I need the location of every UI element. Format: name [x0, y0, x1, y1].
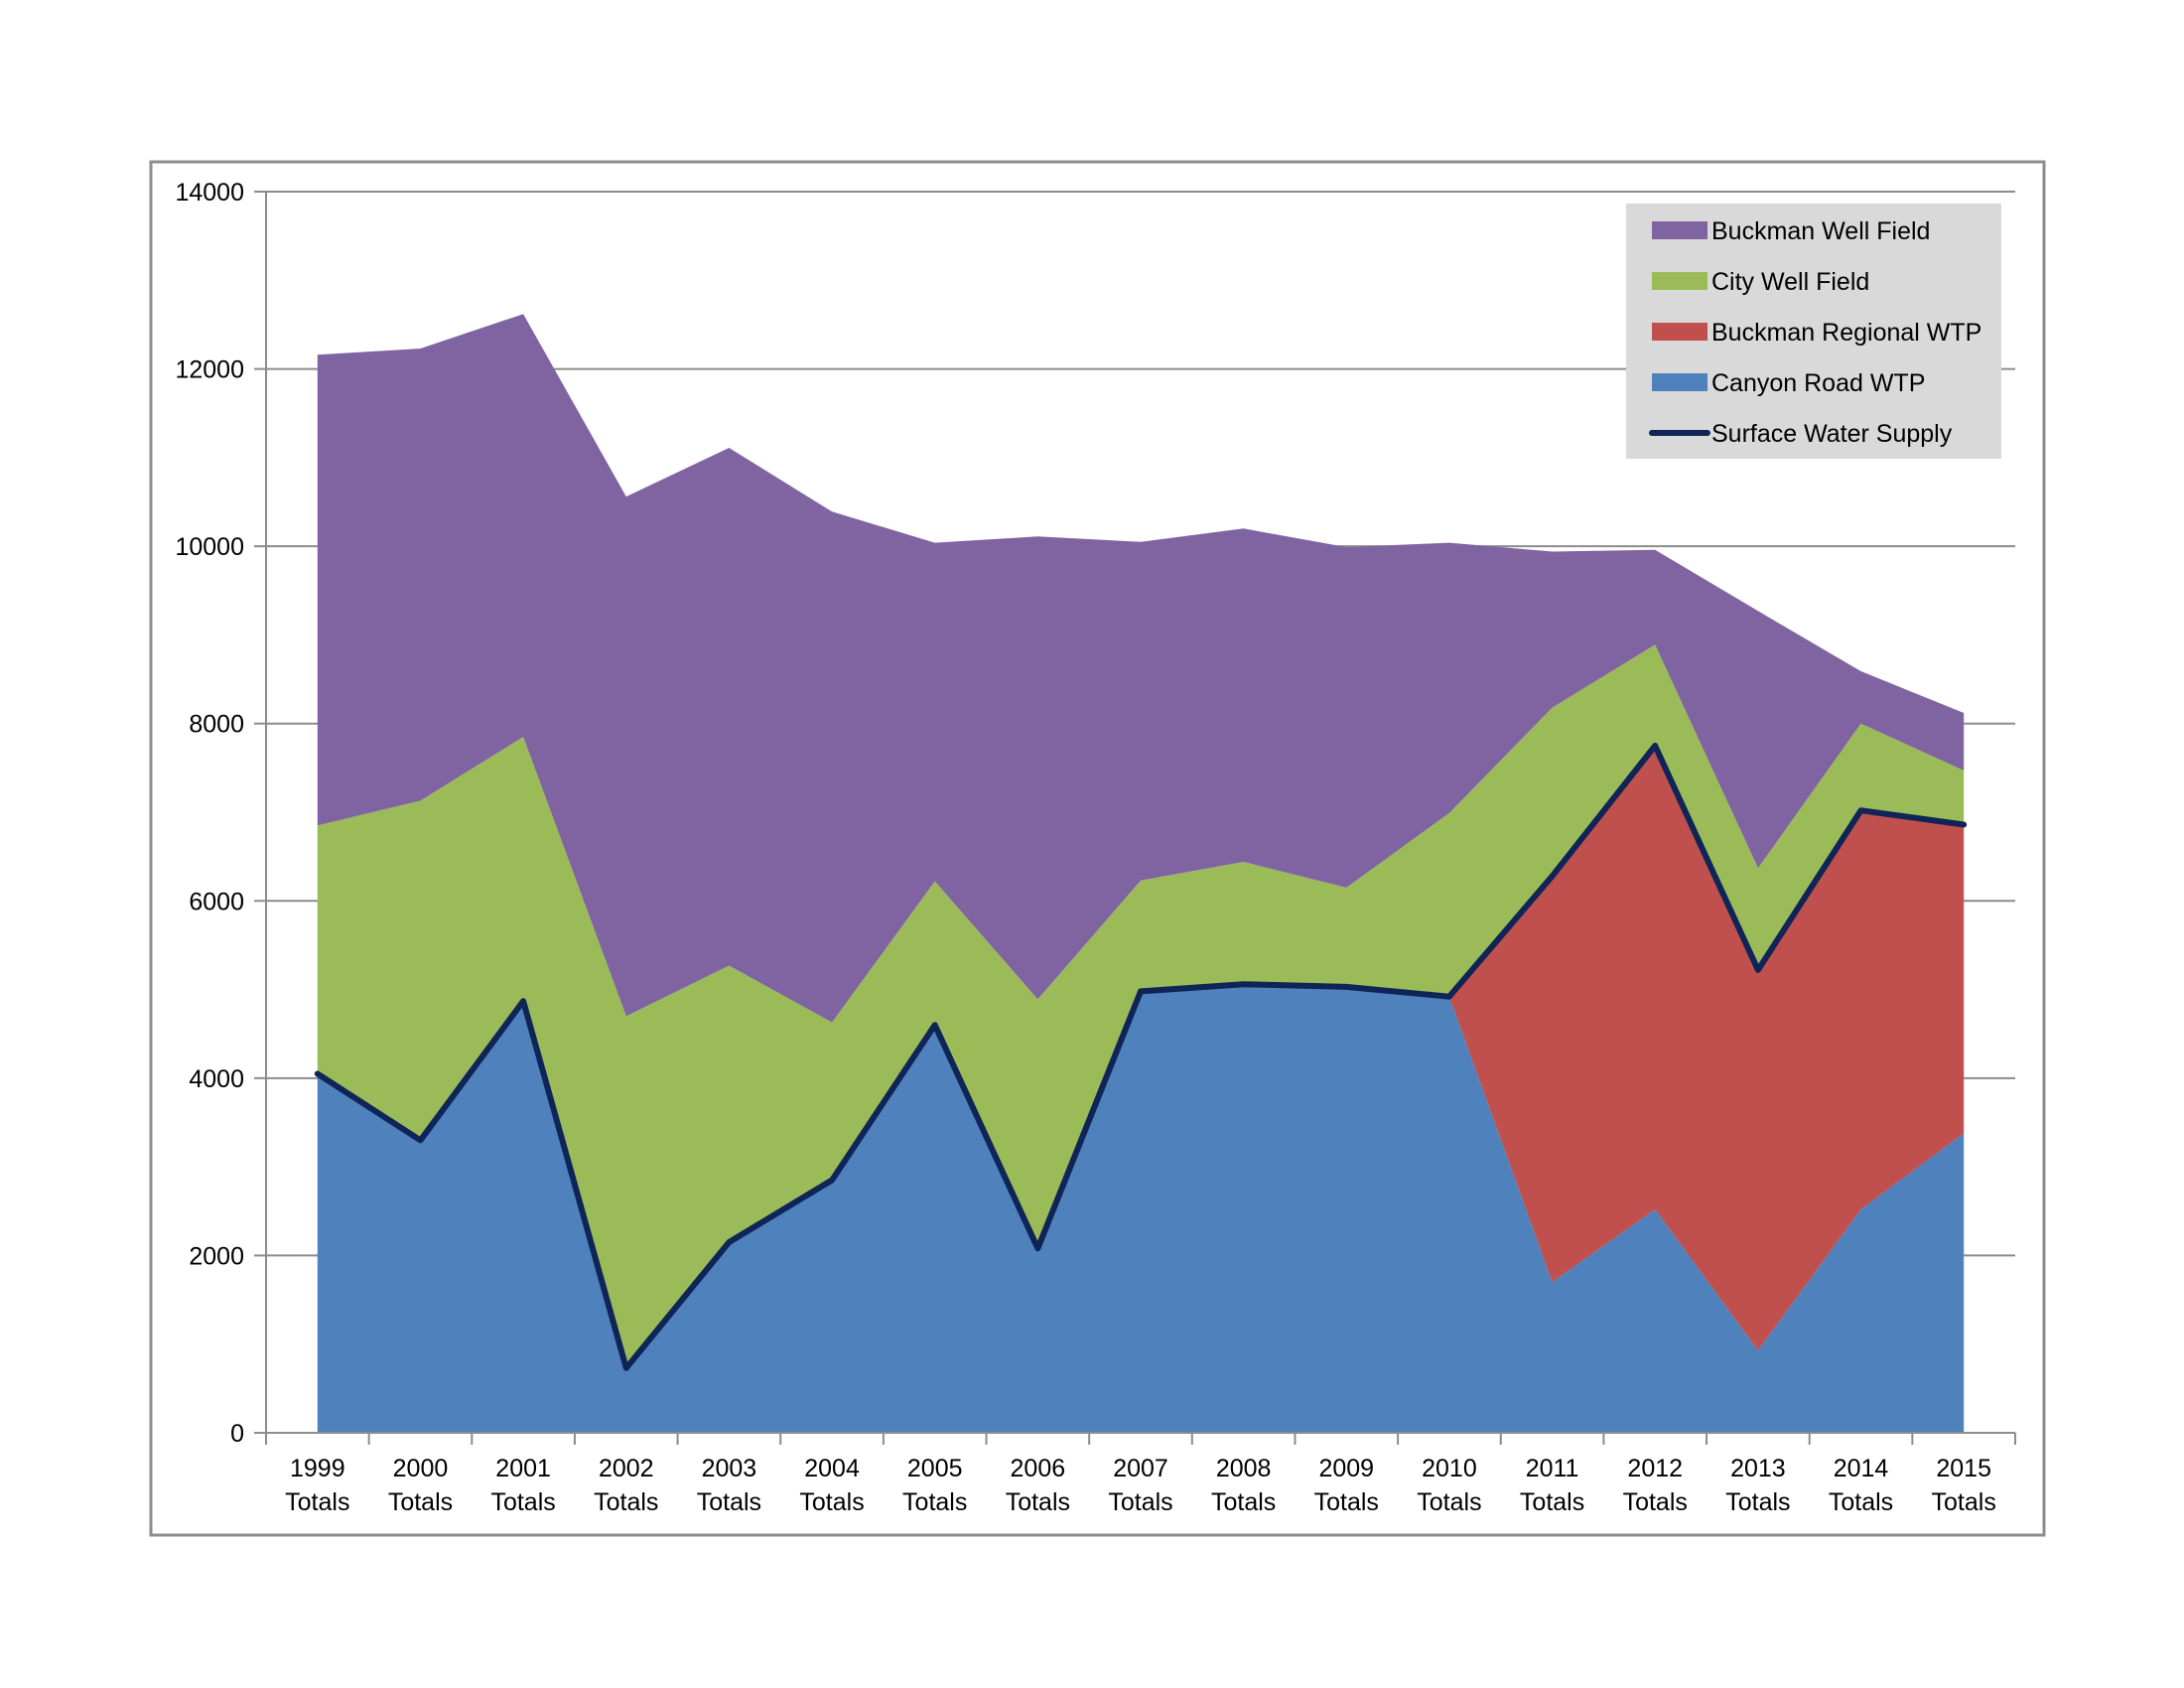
y-axis-labels: 0 2000 4000 6000 8000 10000 12000 14000: [175, 179, 244, 1448]
area-canyon-road-wtp: [317, 984, 1965, 1433]
legend-swatch-buckman-regional-wtp: [1652, 323, 1707, 341]
x-tick-label-line: Totals: [1829, 1488, 1893, 1516]
x-tick-label-line: 2001: [495, 1455, 551, 1482]
x-tick-label-2011: 2011 Totals: [1520, 1455, 1584, 1516]
x-tick-label-line: 2003: [702, 1455, 757, 1482]
y-tick-label-6000: 6000: [189, 888, 244, 915]
x-tick-label-line: 2010: [1422, 1455, 1477, 1482]
x-tick-label-2013: 2013 Totals: [1725, 1455, 1790, 1516]
x-tick-label-2009: 2009 Totals: [1314, 1455, 1379, 1516]
x-tick-label-line: 2007: [1113, 1455, 1168, 1482]
y-tick-label-14000: 14000: [175, 179, 244, 207]
x-tick-label-line: Totals: [1006, 1488, 1070, 1516]
x-tick-label-line: Totals: [594, 1488, 658, 1516]
x-tick-label-2001: 2001 Totals: [490, 1455, 555, 1516]
x-tick-label-line: 2014: [1834, 1455, 1889, 1482]
legend-swatch-buckman-well-field: [1652, 221, 1707, 239]
x-tick-label-2007: 2007 Totals: [1108, 1455, 1172, 1516]
axes: [254, 191, 2016, 1445]
x-tick-label-line: Totals: [285, 1488, 349, 1516]
legend-label-surface-water-supply: Surface Water Supply: [1711, 420, 1953, 448]
x-tick-label-line: Totals: [1623, 1488, 1688, 1516]
y-tick-label-8000: 8000: [189, 711, 244, 739]
x-tick-label-2005: 2005 Totals: [902, 1455, 967, 1516]
x-tick-label-line: 2011: [1526, 1455, 1579, 1482]
x-tick-label-2003: 2003 Totals: [697, 1455, 761, 1516]
x-tick-label-line: Totals: [1520, 1488, 1584, 1516]
x-tick-label-2015: 2015 Totals: [1932, 1455, 1996, 1516]
x-axis-labels: 1999 Totals 2000 Totals 2001 Totals 2002 Totals…: [285, 1455, 1996, 1516]
x-tick-label-line: 2013: [1730, 1455, 1786, 1482]
x-tick-label-line: 2002: [599, 1455, 654, 1482]
x-tick-label-line: Totals: [697, 1488, 761, 1516]
x-tick-label-line: Totals: [1314, 1488, 1379, 1516]
legend-label-buckman-regional-wtp: Buckman Regional WTP: [1711, 319, 1981, 347]
line-surface-water-supply: [314, 743, 1968, 1371]
x-tick-label-2006: 2006 Totals: [1006, 1455, 1070, 1516]
x-tick-label-line: 2015: [1936, 1455, 1991, 1482]
x-tick-label-1999: 1999 Totals: [285, 1455, 349, 1516]
y-tick-label-4000: 4000: [189, 1065, 244, 1093]
x-tick-label-line: 1999: [290, 1455, 345, 1482]
x-tick-label-line: 2004: [804, 1455, 860, 1482]
area-city-well-field: [317, 644, 1965, 1368]
x-tick-label-2012: 2012 Totals: [1623, 1455, 1688, 1516]
area-series: [317, 314, 1965, 1433]
x-tick-label-line: Totals: [902, 1488, 967, 1516]
x-tick-label-2014: 2014 Totals: [1829, 1455, 1893, 1516]
x-tick-label-line: Totals: [1108, 1488, 1172, 1516]
x-tick-label-2010: 2010 Totals: [1417, 1455, 1481, 1516]
x-tick-label-2002: 2002 Totals: [594, 1455, 658, 1516]
legend-label-buckman-well-field: Buckman Well Field: [1711, 217, 1930, 245]
x-tick-label-line: Totals: [1932, 1488, 1996, 1516]
area-buckman-well-field: [317, 314, 1965, 1023]
x-tick-label-line: Totals: [1211, 1488, 1276, 1516]
x-tick-label-line: Totals: [1417, 1488, 1481, 1516]
x-tick-label-2000: 2000 Totals: [388, 1455, 453, 1516]
x-tick-label-line: 2008: [1216, 1455, 1272, 1482]
legend-label-city-well-field: City Well Field: [1711, 268, 1869, 296]
x-tick-label-line: Totals: [1725, 1488, 1790, 1516]
x-tick-label-line: Totals: [388, 1488, 453, 1516]
x-tick-label-line: 2005: [907, 1455, 963, 1482]
line-series: [314, 743, 1968, 1371]
legend-swatch-city-well-field: [1652, 272, 1707, 290]
area-buckman-regional-wtp: [317, 746, 1965, 1368]
x-tick-label-line: Totals: [490, 1488, 555, 1516]
x-tick-label-2008: 2008 Totals: [1211, 1455, 1276, 1516]
y-tick-label-12000: 12000: [175, 356, 244, 384]
legend-swatch-canyon-road-wtp: [1652, 373, 1707, 391]
x-tick-label-line: 2006: [1011, 1455, 1066, 1482]
x-tick-label-2004: 2004 Totals: [799, 1455, 864, 1516]
legend-label-canyon-road-wtp: Canyon Road WTP: [1711, 369, 1925, 397]
x-tick-label-line: Totals: [799, 1488, 864, 1516]
x-tick-label-line: 2000: [393, 1455, 449, 1482]
legend: Buckman Well Field City Well Field Buckman…: [1626, 204, 2001, 459]
x-tick-label-line: 2009: [1318, 1455, 1374, 1482]
y-tick-label-10000: 10000: [175, 533, 244, 561]
y-tick-label-2000: 2000: [189, 1242, 244, 1270]
x-tick-label-line: 2012: [1627, 1455, 1683, 1482]
y-tick-label-0: 0: [230, 1420, 244, 1448]
